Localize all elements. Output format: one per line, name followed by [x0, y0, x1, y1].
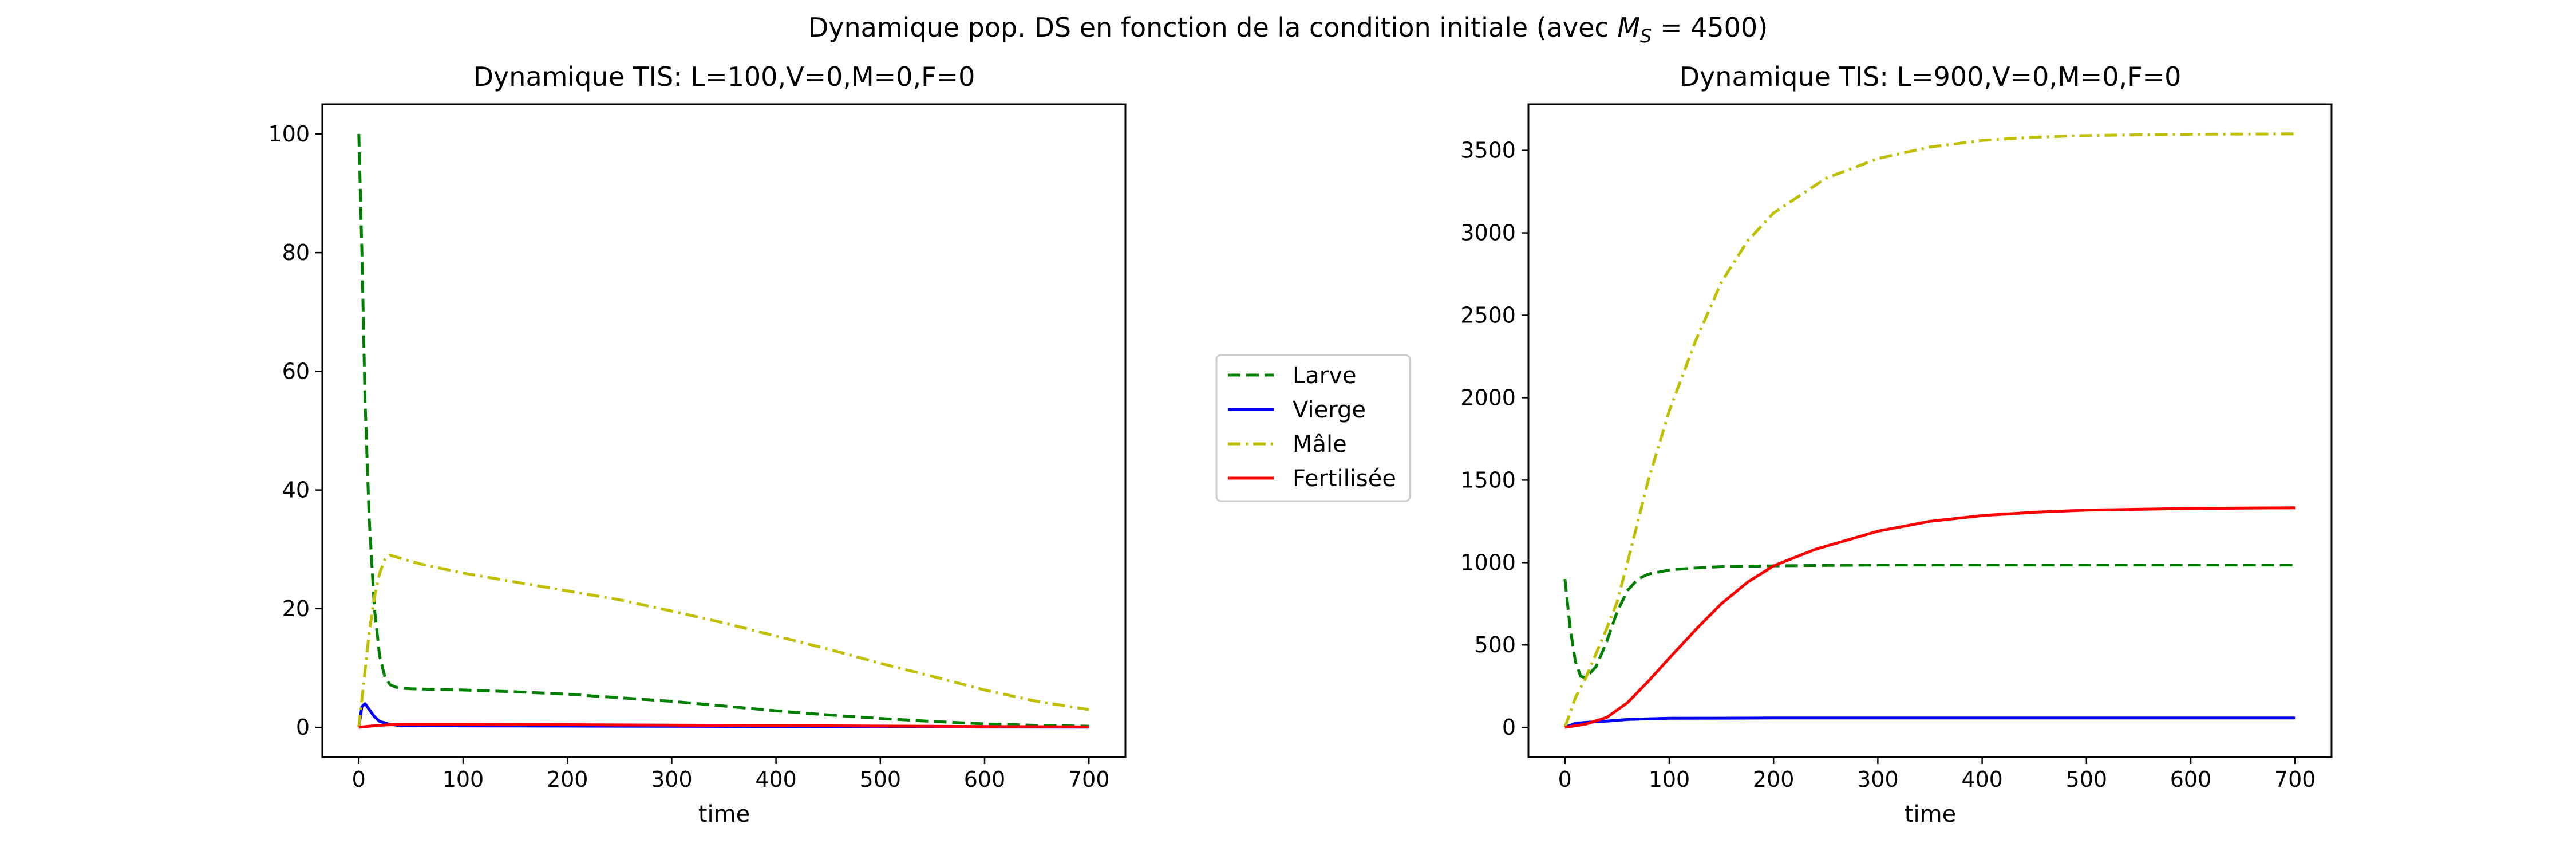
figure-suptitle: Dynamique pop. DS en fonction de la cond…: [808, 12, 1768, 47]
left-series-mle: [357, 554, 1089, 728]
right-xtick-label: 400: [1961, 767, 2003, 792]
legend-label: Fertilisée: [1293, 466, 1396, 492]
left-ytick-label: 100: [268, 121, 310, 147]
left-xtick-label: 400: [755, 767, 797, 792]
left-xtick-label: 300: [651, 767, 693, 792]
left-xtick-label: 0: [352, 767, 366, 792]
plot-left-lines: [357, 133, 1089, 729]
left-xtick-label: 200: [547, 767, 588, 792]
legend-label: Vierge: [1293, 397, 1366, 423]
left-ytick-label: 20: [282, 596, 310, 621]
left-ytick-label: 80: [282, 240, 310, 265]
left-series-fertilise: [358, 723, 1089, 729]
plot-left-ticks: 0 100 200 300 400 500 600 700 0 20 40 60 80 100: [268, 121, 1109, 792]
right-ytick-label: 0: [1502, 715, 1516, 740]
right-ytick-label: 3000: [1460, 220, 1516, 246]
plot-left-axes-frame: [321, 103, 1127, 758]
right-ytick-label: 500: [1474, 632, 1516, 657]
plot-left: Dynamique TIS: L=100,V=0,M=0,F=0 0 100 200…: [268, 61, 1127, 828]
plot-left-title: Dynamique TIS: L=100,V=0,M=0,F=0: [473, 61, 975, 92]
left-series-larve: [357, 133, 1089, 728]
legend-box: [1215, 354, 1411, 502]
right-series-larve: [1563, 564, 2296, 680]
right-ytick-label: 1000: [1460, 550, 1516, 575]
right-ytick-label: 3500: [1460, 138, 1516, 163]
plot-right-axes-frame: [1527, 103, 2333, 758]
plot-right-xlabel: time: [1905, 801, 1956, 828]
legend-label: Larve: [1293, 362, 1357, 389]
right-xtick-label: 500: [2066, 767, 2108, 792]
legend-label: Mâle: [1293, 431, 1347, 458]
right-xtick-label: 300: [1857, 767, 1899, 792]
left-xtick-label: 600: [964, 767, 1006, 792]
left-ytick-label: 0: [296, 715, 310, 740]
right-xtick-label: 0: [1558, 767, 1572, 792]
plot-left-xlabel: time: [698, 801, 750, 828]
left-ytick-label: 40: [282, 478, 310, 503]
right-xtick-label: 700: [2274, 767, 2316, 792]
plot-right-ticks: 0 100 200 300 400 500 600 700 0 500 1000 1500 2000 25…: [1460, 138, 2316, 792]
right-ytick-label: 2500: [1460, 302, 1516, 328]
plot-right-lines: [1563, 132, 2296, 729]
left-ytick-label: 60: [282, 358, 310, 384]
right-ytick-label: 2000: [1460, 385, 1516, 410]
right-xtick-label: 600: [2170, 767, 2212, 792]
plot-right: Dynamique TIS: L=900,V=0,M=0,F=0 0 100 200…: [1460, 61, 2333, 828]
right-xtick-label: 200: [1753, 767, 1795, 792]
left-xtick-label: 500: [860, 767, 902, 792]
plot-right-title: Dynamique TIS: L=900,V=0,M=0,F=0: [1680, 61, 2182, 92]
legend: Larve Vierge Mâle Fertilisée: [1215, 354, 1411, 502]
right-series-mle: [1563, 132, 2296, 728]
left-xtick-label: 700: [1068, 767, 1110, 792]
right-xtick-label: 100: [1649, 767, 1690, 792]
right-ytick-label: 1500: [1460, 467, 1516, 492]
right-series-fertilise: [1564, 506, 2296, 729]
left-xtick-label: 100: [442, 767, 484, 792]
